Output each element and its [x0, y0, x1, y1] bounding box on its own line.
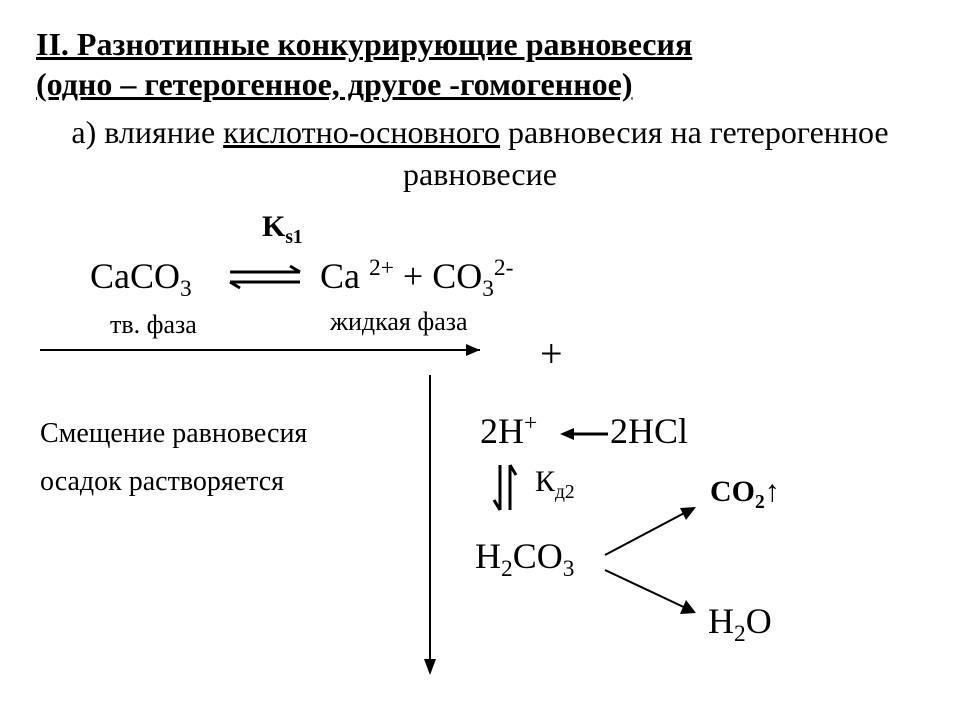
k-d2-sub: д2 — [555, 482, 575, 503]
branch-arrows-icon — [600, 500, 720, 620]
notes: Смещение равновесия осадок растворяется — [40, 410, 307, 505]
horizontal-arrow-icon — [40, 340, 490, 360]
vertical-equilibrium-icon — [490, 460, 520, 520]
left-arrow-icon — [560, 425, 610, 443]
plus-between: + — [540, 330, 563, 377]
eq1-caco3: CaCO3 — [90, 256, 192, 296]
slide: II. Разнотипные конкурирующие равновесия… — [0, 0, 960, 720]
eq2-2hcl: 2HCl — [610, 410, 688, 452]
eq1-products: Ca 2+ + CO32- — [320, 255, 513, 303]
eq1-co3: CO32- — [432, 256, 513, 296]
product-co2: CO2↑ — [710, 475, 780, 514]
k-s1-label: Ks1 — [262, 210, 303, 249]
equation1: CaCO3 — [90, 255, 192, 303]
k-s1-k: K — [262, 210, 285, 243]
product-h2o: H2O — [708, 600, 772, 648]
eq1-plus: + — [394, 256, 432, 296]
note-line2: осадок растворяется — [40, 458, 307, 506]
equilibrium-arrows-icon — [220, 262, 310, 292]
k-d2-k: К — [535, 465, 555, 498]
subtitle-prefix: а) влияние — [71, 114, 223, 150]
phase-liquid: жидкая фаза — [330, 307, 468, 337]
equation2: 2H+ — [480, 410, 537, 452]
note-line1: Смещение равновесия — [40, 410, 307, 458]
subtitle-underlined: кислотно-основного — [223, 114, 500, 150]
eq1-ca: Ca 2+ — [320, 256, 394, 296]
k-d2-label: Кд2 — [535, 465, 575, 504]
subtitle: а) влияние кислотно-основного равновесия… — [0, 112, 960, 195]
title-line1: II. Разнотипные конкурирующие равновесия — [36, 24, 692, 64]
eq2-2h: 2H+ — [480, 411, 537, 451]
phase-solid: тв. фаза — [110, 310, 197, 340]
title-line2: (одно – гетерогенное, другое -гомогенное… — [36, 64, 632, 104]
h2co3: H2CO3 — [475, 535, 574, 583]
k-s1-sub: s1 — [285, 227, 302, 248]
vertical-down-arrow-icon — [420, 375, 440, 675]
